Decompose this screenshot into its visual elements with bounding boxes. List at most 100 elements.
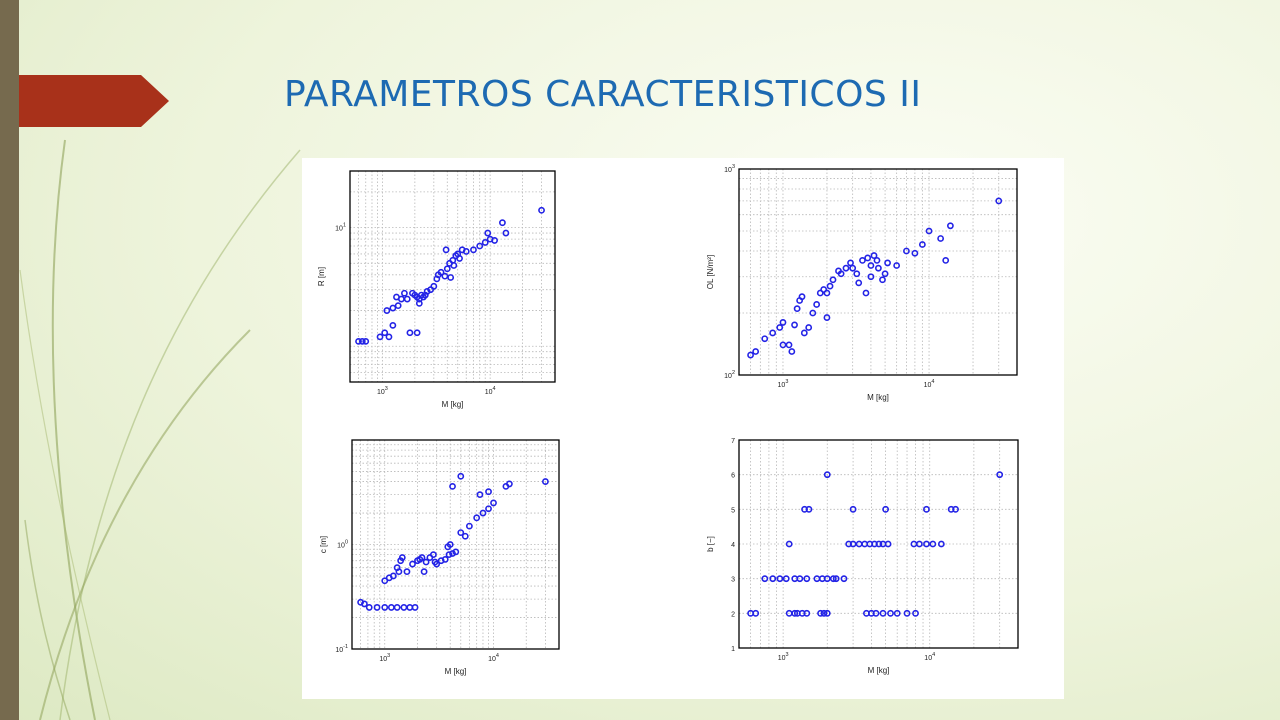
y-tick-label: 100: [337, 540, 348, 550]
data-point: [996, 471, 1004, 479]
data-point: [805, 324, 813, 331]
data-point: [912, 609, 919, 617]
data-point: [779, 341, 787, 349]
y-tick-label: 101: [335, 223, 346, 233]
data-point: [903, 247, 910, 255]
data-point: [776, 324, 784, 331]
data-point: [849, 540, 857, 548]
left-accent-bar: [0, 0, 19, 720]
data-point: [449, 550, 456, 557]
data-point: [449, 482, 456, 490]
data-point: [872, 609, 880, 617]
x-tick-label: 103: [377, 386, 388, 396]
data-point: [398, 554, 406, 561]
data-points: [357, 472, 549, 611]
data-point: [785, 341, 793, 349]
x-tick-label: 104: [485, 386, 496, 396]
x-axis-label: M [kg]: [867, 393, 889, 402]
data-point: [769, 329, 777, 337]
chart-figure: 103 104 101 M [kg] R [m] 103 104 102 103 M [k…: [317, 164, 1019, 676]
data-point: [484, 229, 492, 237]
plot-frame: [738, 439, 1019, 649]
data-point: [457, 529, 465, 536]
chart-bottom-right: 103 104 1 2 3 4 5 6 7 M [kg] b [−]: [706, 438, 1019, 675]
data-point: [823, 471, 831, 479]
data-point: [796, 575, 804, 583]
data-point: [925, 227, 933, 235]
grid: [739, 169, 1017, 375]
data-point: [798, 293, 806, 301]
data-point: [389, 572, 397, 580]
data-points: [747, 471, 1004, 617]
data-point: [867, 273, 875, 281]
data-point: [915, 540, 923, 548]
y-axis-label: c [m]: [319, 536, 328, 553]
chart-top-right: 103 104 102 103 M [kg] OL [N/m²]: [706, 164, 1018, 402]
data-point: [452, 548, 460, 556]
data-point: [893, 609, 901, 617]
data-point: [385, 333, 393, 341]
data-point: [461, 532, 469, 540]
y-tick-label: 7: [731, 438, 735, 445]
data-point: [476, 242, 484, 250]
chart-top-left: 103 104 101 M [kg] R [m]: [317, 170, 556, 409]
data-point: [864, 254, 872, 262]
data-point: [842, 264, 850, 272]
y-axis-label: R [m]: [317, 267, 326, 286]
data-point: [485, 488, 492, 496]
y-axis-label: b [−]: [706, 536, 715, 552]
data-point: [903, 609, 911, 617]
data-point: [845, 540, 853, 548]
data-point: [829, 575, 837, 583]
data-point: [884, 540, 892, 548]
data-point: [411, 604, 419, 611]
data-point: [879, 276, 886, 284]
data-point: [413, 329, 421, 337]
y-tick-label: 1: [731, 646, 735, 653]
data-point: [457, 472, 465, 480]
x-axis-label: M [kg]: [445, 667, 467, 676]
data-point: [761, 335, 769, 343]
data-point: [465, 522, 473, 530]
data-point: [376, 333, 384, 341]
data-point: [761, 575, 769, 583]
data-point: [803, 575, 811, 583]
data-point: [441, 272, 449, 280]
data-point: [837, 270, 845, 278]
x-tick-label: 104: [924, 379, 935, 389]
y-tick-label: 4: [731, 542, 735, 549]
y-tick-label: 2: [731, 611, 735, 618]
data-point: [499, 219, 506, 227]
data-point: [947, 505, 955, 513]
data-point: [434, 271, 442, 279]
data-point: [542, 478, 549, 485]
data-point: [395, 568, 403, 576]
data-point: [879, 609, 887, 617]
data-point: [859, 257, 866, 264]
data-point: [779, 319, 787, 326]
data-point: [817, 609, 824, 617]
grid: [739, 440, 1018, 648]
data-point: [816, 289, 824, 297]
data-point: [893, 262, 901, 269]
data-point: [485, 505, 492, 513]
y-tick-label: 6: [731, 473, 735, 480]
data-point: [823, 609, 831, 617]
tick-labels: 103 104 1 2 3 4 5 6 7: [731, 438, 935, 662]
data-point: [867, 262, 875, 269]
data-point: [918, 241, 926, 248]
data-point: [813, 301, 821, 308]
data-point: [820, 609, 828, 617]
data-point: [752, 348, 760, 355]
data-point: [874, 264, 882, 272]
data-point: [882, 505, 890, 513]
data-point: [470, 246, 477, 254]
data-point: [801, 505, 808, 513]
grid: [350, 171, 555, 382]
data-point: [788, 348, 796, 355]
data-points: [355, 206, 545, 345]
data-point: [785, 540, 793, 548]
data-point: [393, 293, 400, 301]
data-point: [443, 265, 451, 273]
data-point: [884, 259, 891, 267]
